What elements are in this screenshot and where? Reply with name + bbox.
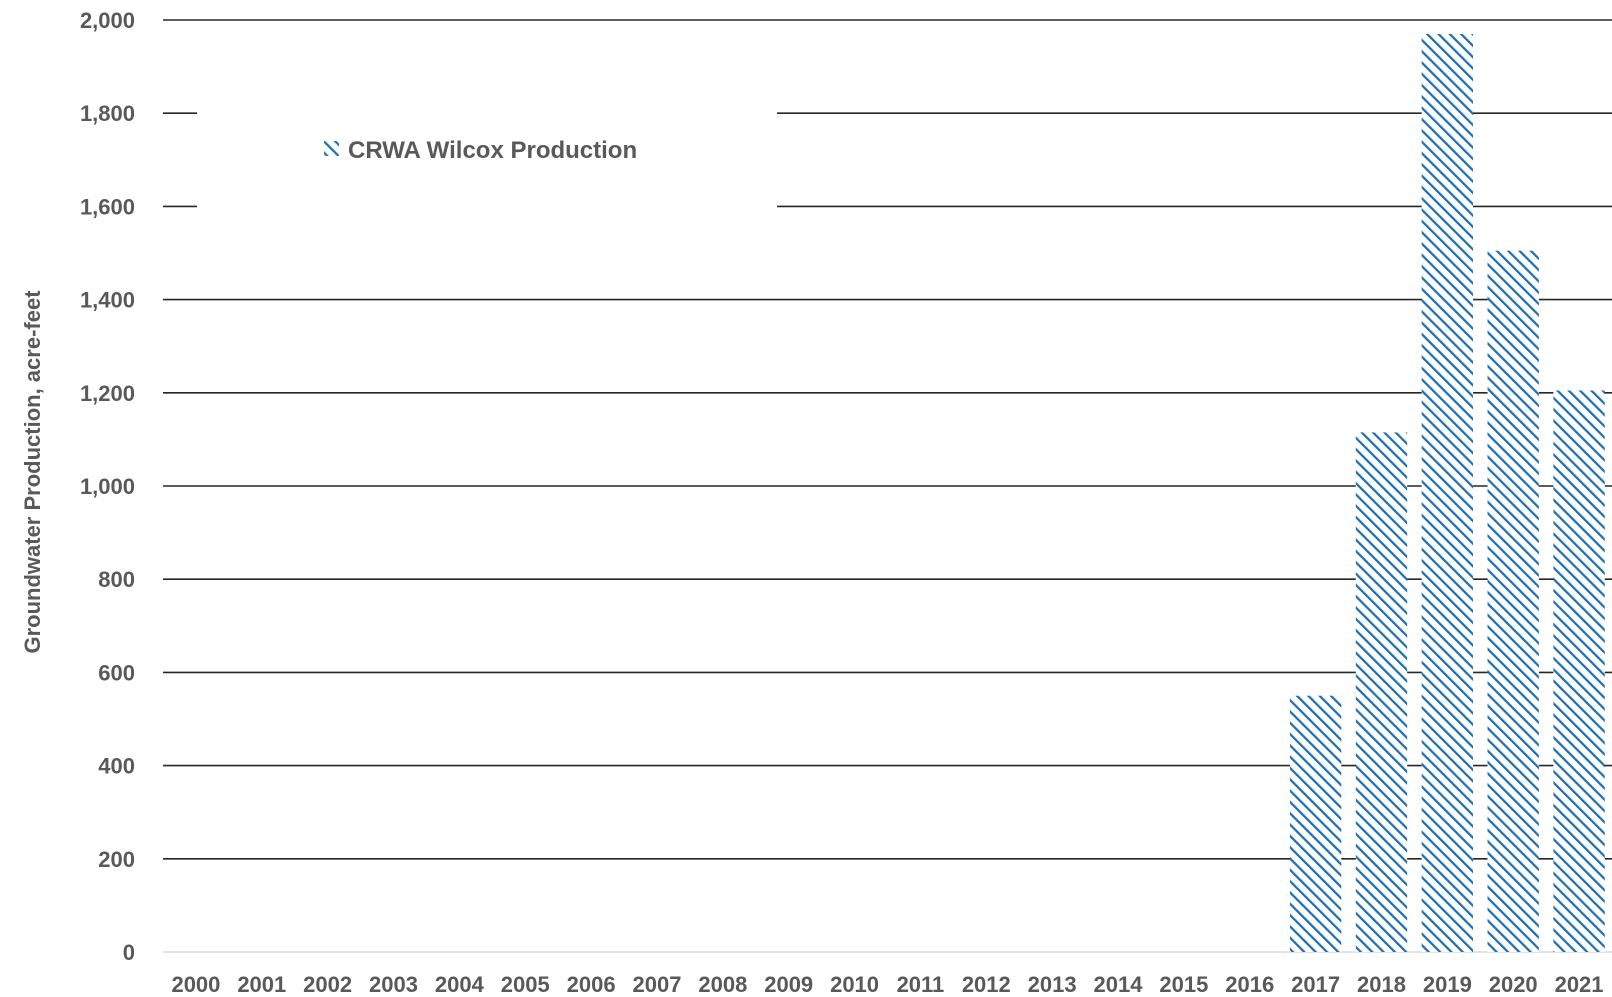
x-tick-label: 2011	[897, 972, 945, 997]
x-tick-label: 2002	[303, 972, 352, 997]
x-tick-label: 2018	[1357, 972, 1406, 997]
x-tick-label: 2021	[1555, 972, 1604, 997]
y-tick-label: 2,000	[80, 8, 135, 33]
bar-2017	[1289, 695, 1342, 952]
y-tick-label: 800	[98, 567, 135, 592]
x-tick-label: 2008	[698, 972, 747, 997]
y-tick-label: 200	[98, 847, 135, 872]
bar-2019	[1421, 33, 1474, 953]
x-tick-label: 2015	[1159, 972, 1208, 997]
legend-label: CRWA Wilcox Production	[348, 137, 637, 164]
x-tick-label: 2016	[1225, 972, 1274, 997]
y-tick-labels: 0 200 400 600 800 1,000 1,200 1,400 1,600 1,800 2,…	[80, 8, 135, 965]
x-tick-label: 2010	[830, 972, 879, 997]
bar-2020	[1487, 250, 1539, 953]
legend-background	[197, 92, 777, 218]
y-tick-label: 1,400	[80, 288, 135, 313]
bar-2021	[1553, 390, 1605, 953]
x-tick-label: 2000	[171, 972, 220, 997]
x-tick-label: 2005	[501, 972, 550, 997]
y-tick-label: 1,000	[80, 474, 135, 499]
bar-2018	[1355, 432, 1408, 952]
x-tick-label: 2007	[633, 972, 682, 997]
gridlines	[163, 19, 1612, 953]
y-axis-title: Groundwater Production, acre-feet	[20, 290, 45, 654]
x-tick-label: 2009	[764, 972, 813, 997]
y-tick-label: 1,600	[80, 194, 135, 219]
y-tick-label: 1,800	[80, 101, 135, 126]
x-tick-label: 2017	[1291, 972, 1340, 997]
x-tick-label: 2012	[962, 972, 1011, 997]
x-tick-label: 2013	[1028, 972, 1077, 997]
y-tick-label: 600	[98, 660, 135, 685]
bars	[1289, 33, 1605, 953]
y-tick-label: 1,200	[80, 381, 135, 406]
y-tick-label: 400	[98, 754, 135, 779]
legend: CRWA Wilcox Production	[197, 92, 777, 218]
x-tick-label: 2006	[567, 972, 616, 997]
y-tick-label: 0	[123, 940, 135, 965]
x-tick-label: 2001	[237, 972, 286, 997]
legend-swatch	[324, 141, 339, 156]
x-tick-label: 2003	[369, 972, 418, 997]
x-tick-label: 2004	[435, 972, 485, 997]
x-tick-label: 2019	[1423, 972, 1472, 997]
x-tick-label: 2014	[1094, 972, 1144, 997]
x-tick-label: 2020	[1489, 972, 1538, 997]
x-tick-labels: 2000 2001 2002 2003 2004 2005 2006 2007 2008 2009…	[171, 972, 1603, 997]
